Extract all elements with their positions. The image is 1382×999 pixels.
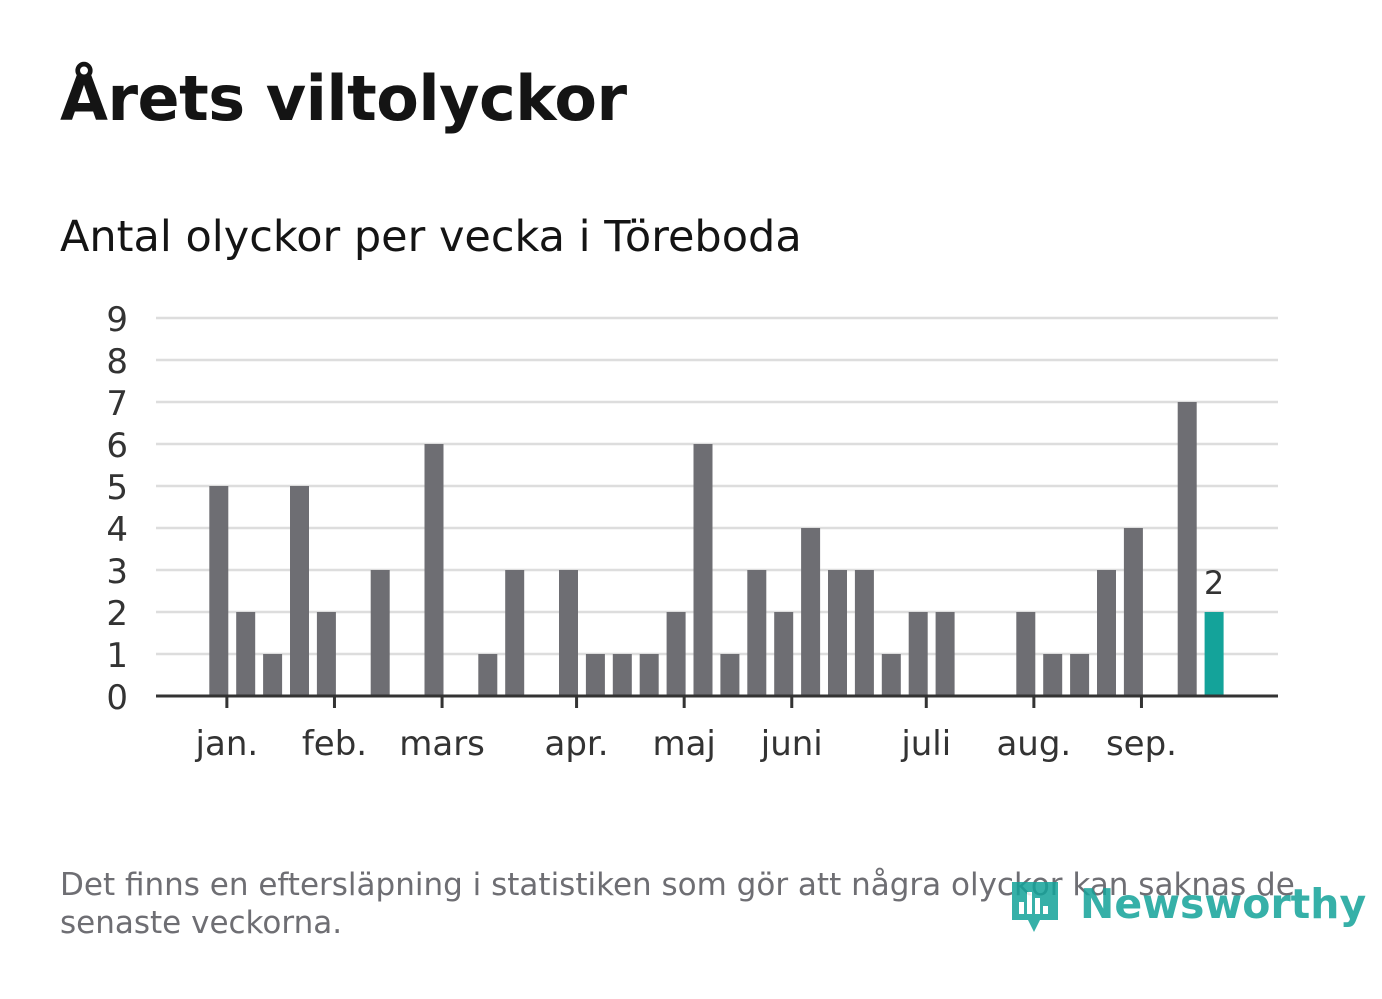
bar <box>370 570 390 696</box>
bar <box>585 654 605 696</box>
chart-title: Årets viltolyckor <box>60 62 627 135</box>
x-tick-label: jan. <box>195 724 259 764</box>
bar <box>1097 570 1116 696</box>
bar <box>935 612 955 696</box>
x-axis-ticks <box>225 696 1143 708</box>
bars <box>209 402 1224 696</box>
bar <box>639 654 659 696</box>
bar <box>801 528 821 696</box>
bar <box>1123 528 1143 696</box>
y-tick-label: 5 <box>106 468 128 508</box>
bar <box>1177 402 1197 696</box>
y-tick-label: 0 <box>106 678 128 718</box>
y-tick-label: 3 <box>106 552 128 592</box>
bar <box>1016 612 1036 696</box>
y-tick-label: 8 <box>106 342 128 382</box>
y-tick-label: 7 <box>106 384 128 424</box>
bar <box>290 486 309 696</box>
x-tick-label: aug. <box>996 724 1071 764</box>
bar <box>854 570 874 696</box>
chart-subtitle: Antal olyckor per vecka i Töreboda <box>60 212 802 262</box>
bar <box>774 612 794 696</box>
y-tick-label: 6 <box>106 426 128 466</box>
bar <box>720 654 740 696</box>
bar <box>236 612 256 696</box>
x-tick-label: apr. <box>545 724 609 764</box>
bar <box>263 654 283 696</box>
brand-name: Newsworthy <box>1080 880 1367 928</box>
bar <box>1043 654 1063 696</box>
bar <box>209 486 229 696</box>
x-tick-label: mars <box>399 724 485 764</box>
bar <box>1070 654 1090 696</box>
bar <box>666 612 686 696</box>
gridlines <box>156 316 1278 656</box>
bar <box>747 570 767 696</box>
x-tick-label: feb. <box>302 724 367 764</box>
highlight-data-label: 2 <box>1204 564 1224 602</box>
bar <box>693 444 713 696</box>
x-axis-labels: jan. feb. mars apr. maj juni juli aug. sep. <box>195 724 1177 764</box>
bar <box>612 654 632 696</box>
x-tick-label: maj <box>652 724 715 764</box>
x-tick-label: sep. <box>1106 724 1177 764</box>
bar-highlight <box>1204 612 1224 696</box>
brand-logo: Newsworthy <box>1010 878 1366 942</box>
x-tick-label: juli <box>900 724 951 764</box>
bar <box>316 612 336 696</box>
y-tick-label: 9 <box>106 300 128 340</box>
y-tick-label: 2 <box>106 594 128 634</box>
newsworthy-logo-icon <box>1012 882 1058 932</box>
bar <box>559 570 578 696</box>
bar <box>908 612 928 696</box>
y-tick-label: 4 <box>106 510 128 550</box>
bar <box>478 654 498 696</box>
y-tick-label: 1 <box>106 636 128 676</box>
bar <box>505 570 525 696</box>
x-tick-label: juni <box>760 724 823 764</box>
bar <box>828 570 847 696</box>
bar <box>424 444 444 696</box>
bar <box>881 654 901 696</box>
footnote: Det finns en eftersläpning i statistiken… <box>60 867 1295 941</box>
